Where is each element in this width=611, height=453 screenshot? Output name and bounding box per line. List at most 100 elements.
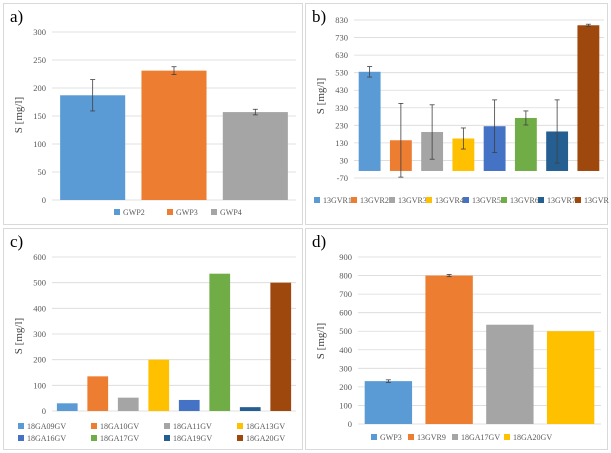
bar-13gvr6 <box>514 117 537 171</box>
chart-a: 0 50 100 150 200 250 300 S [mg/l] GWP2 GWP3 GWP4 <box>13 27 296 217</box>
bar-13gvr9 <box>425 275 473 424</box>
legend-swatch <box>237 435 243 441</box>
y-tick-label: 300 <box>33 329 46 339</box>
legend-label: 18GA09GV <box>27 422 66 431</box>
legend-swatch <box>452 434 458 440</box>
legend-label: 13GVR7 <box>547 196 576 205</box>
y-tick-label: 100 <box>33 139 46 149</box>
bar-gwp3 <box>141 70 207 200</box>
chart-panel-c: c) 0 100 200 300 400 500 600 S [mg/l] 18GA09GV 18… <box>3 228 303 450</box>
y-tick-label: 900 <box>339 252 352 262</box>
y-tick-label: 200 <box>339 382 352 392</box>
legend-label: 18GA17GV <box>100 434 139 443</box>
bar-gwp4 <box>222 112 288 200</box>
y-tick-label: 150 <box>33 111 46 121</box>
legend-label: GWP2 <box>123 208 145 217</box>
bar-18ga20gv <box>546 331 595 424</box>
legend-swatch <box>237 423 243 429</box>
y-tick-label: 0 <box>42 406 46 416</box>
legend-swatch <box>164 435 170 441</box>
legend-label: 18GA17GV <box>461 433 500 442</box>
y-tick-label: -70 <box>337 173 348 183</box>
legend-swatch <box>18 423 24 429</box>
y-tick-label: 200 <box>33 355 46 365</box>
bar-18ga10gv <box>87 376 109 411</box>
y-tick-label: 300 <box>33 27 46 37</box>
y-axis-title: S [mg/l] <box>13 97 25 133</box>
legend-swatch <box>501 197 507 203</box>
y-tick-label: 130 <box>335 138 348 148</box>
y-tick-label: 300 <box>339 363 352 373</box>
bar-18ga13gv <box>148 359 170 411</box>
legend-label: 18GA20GV <box>246 434 285 443</box>
chart-panel-d: d) 0 100 200 300 400 500 600 700 800 900 S [mg/l] G… <box>305 228 608 450</box>
legend-label: 18GA20GV <box>513 433 552 442</box>
bar-18ga20gv <box>270 282 292 411</box>
bar-18ga11gv <box>117 397 139 411</box>
legend-label: 18GA19GV <box>173 434 212 443</box>
y-tick-label: 400 <box>339 345 352 355</box>
y-tick-label: 100 <box>339 400 352 410</box>
legend-label: GWP3 <box>380 433 402 442</box>
legend-label: GWP3 <box>176 208 198 217</box>
legend-label: 13GVR6 <box>510 196 539 205</box>
y-tick-label: 530 <box>335 68 348 78</box>
bar-18ga19gv <box>239 407 261 411</box>
y-axis-title: S [mg/l] <box>315 78 327 114</box>
y-tick-label: 330 <box>335 103 348 113</box>
y-tick-label: 200 <box>33 83 46 93</box>
panel-label-c: c) <box>10 232 24 251</box>
panel-label-a: a) <box>10 7 24 26</box>
y-tick-label: 230 <box>335 120 348 130</box>
y-tick-label: 0 <box>348 419 352 429</box>
panel-label-d: d) <box>312 232 327 251</box>
bar-gwp3 <box>364 381 413 424</box>
legend-label: 13GVR9 <box>417 433 446 442</box>
y-tick-label: 700 <box>339 289 352 299</box>
y-tick-label: 500 <box>339 326 352 336</box>
y-axis-title: S [mg/l] <box>315 323 327 359</box>
legend-label: 18GA16GV <box>27 434 66 443</box>
y-tick-label: 250 <box>33 55 46 65</box>
bar-18ga17gv <box>209 273 231 411</box>
y-tick-label: 600 <box>33 252 46 262</box>
legend-label: 13GVR4 <box>435 196 464 205</box>
bar-gwp2 <box>60 95 126 200</box>
legend-label: 18GA11GV <box>173 422 212 431</box>
y-axis-title: S [mg/l] <box>13 318 25 354</box>
legend-label: 18GA13GV <box>246 422 285 431</box>
chart-b: -70 30 130 230 330 430 530 630 730 830 S [mg/l] 13G… <box>314 15 609 205</box>
legend-label: 13GVR2 <box>360 196 389 205</box>
chart-panel-b: b) -70 30 130 230 330 430 530 630 730 830 S [mg/l]… <box>305 3 609 225</box>
legend-swatch <box>18 435 24 441</box>
y-tick-label: 730 <box>335 33 348 43</box>
bar-13gvr9 <box>577 25 600 171</box>
chart-c: 0 100 200 300 400 500 600 S [mg/l] 18GA09GV 18GA1… <box>13 252 296 443</box>
legend-label: 18GA10GV <box>100 422 139 431</box>
legend-swatch <box>211 209 217 215</box>
legend-label: 13GVR5 <box>472 196 501 205</box>
legend-label: 13GVR3 <box>398 196 427 205</box>
legend-swatch <box>91 435 97 441</box>
bar-13gvr4 <box>452 138 475 171</box>
chart-panel-a: a) 0 50 100 150 200 250 300 S [mg/l] GWP2 GWP3 GWP… <box>3 3 303 225</box>
legend-swatch <box>371 434 377 440</box>
chart-d: 0 100 200 300 400 500 600 700 800 900 S [mg/l] GWP3… <box>315 252 601 442</box>
legend-label: 13GVR1 <box>323 196 352 205</box>
legend-swatch <box>314 197 320 203</box>
legend-swatch <box>114 209 120 215</box>
y-tick-label: 830 <box>335 15 348 25</box>
bar-18ga16gv <box>178 399 200 411</box>
y-tick-label: 30 <box>340 155 349 165</box>
y-tick-label: 800 <box>339 271 352 281</box>
legend-swatch <box>538 197 544 203</box>
bar-18ga17gv <box>486 324 534 424</box>
y-tick-label: 430 <box>335 85 348 95</box>
y-tick-label: 0 <box>42 195 46 205</box>
legend-swatch <box>167 209 173 215</box>
legend-swatch <box>504 434 510 440</box>
legend-swatch <box>389 197 395 203</box>
legend-swatch <box>408 434 414 440</box>
y-tick-label: 630 <box>335 50 348 60</box>
bar-13gvr1 <box>358 71 381 171</box>
